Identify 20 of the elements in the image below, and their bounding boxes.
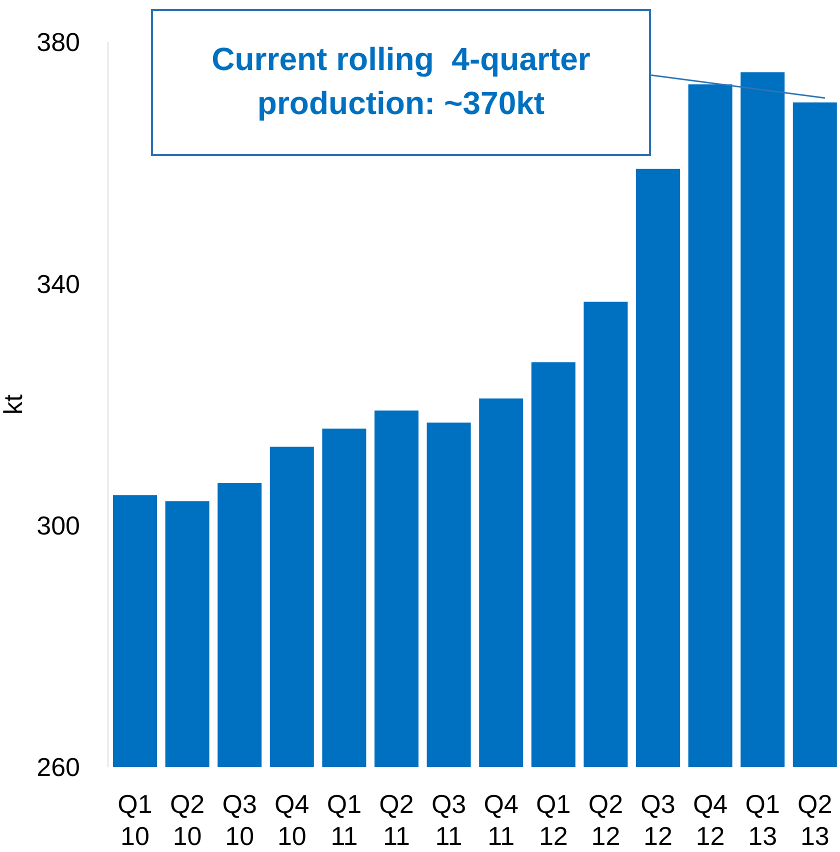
x-tick-label: Q3 12 xyxy=(640,789,676,851)
y-axis-title: kt xyxy=(0,394,28,415)
x-tick-label: Q4 11 xyxy=(484,789,518,851)
annotation: Current rolling 4-quarter production: ~370kt xyxy=(212,41,590,121)
x-tick-label: Q2 12 xyxy=(588,789,624,851)
y-tick-label: 300 xyxy=(36,510,80,540)
x-tick-label: Q3 10 xyxy=(222,789,257,851)
x-tick-label: Q3 11 xyxy=(431,789,466,851)
x-tick-label: Q1 11 xyxy=(326,789,362,851)
y-tick-label: 260 xyxy=(36,752,80,782)
x-tick-label: Q2 10 xyxy=(170,789,205,851)
y-tick-label: 380 xyxy=(36,27,80,58)
x-tick-label: Q2 13 xyxy=(798,789,832,851)
x-tick-label: Q2 11 xyxy=(379,789,414,851)
x-tick-label: Q1 13 xyxy=(745,789,780,851)
x-tick-label: Q4 12 xyxy=(692,789,728,851)
x-tick-label: Q1 12 xyxy=(536,789,571,851)
x-tick-label: Q4 10 xyxy=(274,789,310,851)
x-tick-label: Q1 10 xyxy=(118,789,152,851)
y-tick-label: 340 xyxy=(36,268,80,299)
